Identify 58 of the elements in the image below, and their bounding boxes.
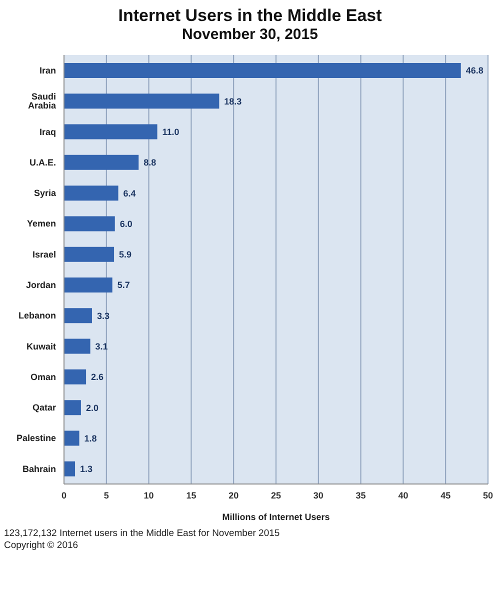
y-tick-label: Iraq — [39, 126, 56, 137]
data-label: 5.7 — [117, 280, 130, 290]
y-tick-label: Qatar — [32, 402, 56, 413]
y-tick-label: Yemen — [26, 218, 56, 229]
x-tick-label: 25 — [270, 490, 282, 500]
data-label: 46.8 — [466, 66, 484, 76]
chart-title: Internet Users in the Middle East — [117, 6, 383, 26]
bar — [64, 369, 86, 384]
x-tick-label: 35 — [356, 490, 366, 500]
text: Copyright © 2016 — [4, 540, 80, 552]
data-label: 3.1 — [95, 341, 108, 352]
bar — [64, 154, 139, 170]
y-tick-label: Syria — [34, 188, 57, 198]
data-label: 3.3 — [96, 310, 110, 321]
chart-subtitle: November 30, 2015 — [181, 26, 319, 43]
bar — [64, 278, 112, 292]
y-tick-label: Kuwait — [26, 341, 56, 352]
y-tick-label: Israel — [32, 249, 56, 260]
x-tick-label: 40 — [398, 490, 408, 500]
y-tick-label: Iran — [39, 66, 56, 76]
x-tick-label: 45 — [440, 490, 451, 500]
text: 123,172,132 Internet users in the Middle East for November 2015 — [4, 528, 281, 540]
data-label: 11.0 — [162, 126, 180, 137]
bar — [64, 338, 90, 354]
y-tick-label: Jordan — [26, 280, 56, 290]
x-tick-label: 50 — [482, 490, 494, 500]
data-label: 1.8 — [84, 433, 97, 444]
x-tick-label: 5 — [104, 490, 109, 500]
y-tick-label: Lebanon — [18, 310, 56, 321]
data-label: 2.0 — [86, 402, 98, 413]
data-label: 18.3 — [224, 96, 242, 106]
bar — [64, 186, 118, 201]
x-tick-label: 30 — [313, 490, 324, 500]
data-label: 2.6 — [91, 372, 104, 382]
bar — [64, 63, 461, 78]
x-axis-title: Millions of Internet Users — [222, 512, 330, 522]
bar — [64, 246, 114, 262]
bar — [64, 124, 158, 140]
y-tick-label: Palestine — [16, 433, 56, 444]
y-tick-label: Oman — [30, 372, 56, 382]
x-tick-label: 20 — [228, 490, 239, 500]
y-tick-label: U.A.E. — [29, 157, 56, 168]
y-tick-label: Saudi Arabia — [28, 92, 57, 111]
bar — [64, 461, 76, 476]
bar — [64, 216, 115, 232]
bar — [64, 430, 80, 446]
data-label: 5.9 — [119, 250, 132, 260]
x-tick-label: 15 — [186, 490, 196, 500]
x-tick-label: 0 — [61, 490, 67, 500]
bar — [64, 400, 81, 416]
bar — [64, 308, 92, 324]
data-label: 6.4 — [123, 188, 136, 198]
y-tick-label: Bahrain — [22, 464, 56, 474]
x-tick-label: 10 — [144, 490, 154, 500]
bar — [64, 94, 220, 109]
data-label: 1.3 — [80, 464, 93, 474]
data-label: 6.0 — [120, 218, 132, 229]
data-label: 8.8 — [144, 158, 156, 168]
